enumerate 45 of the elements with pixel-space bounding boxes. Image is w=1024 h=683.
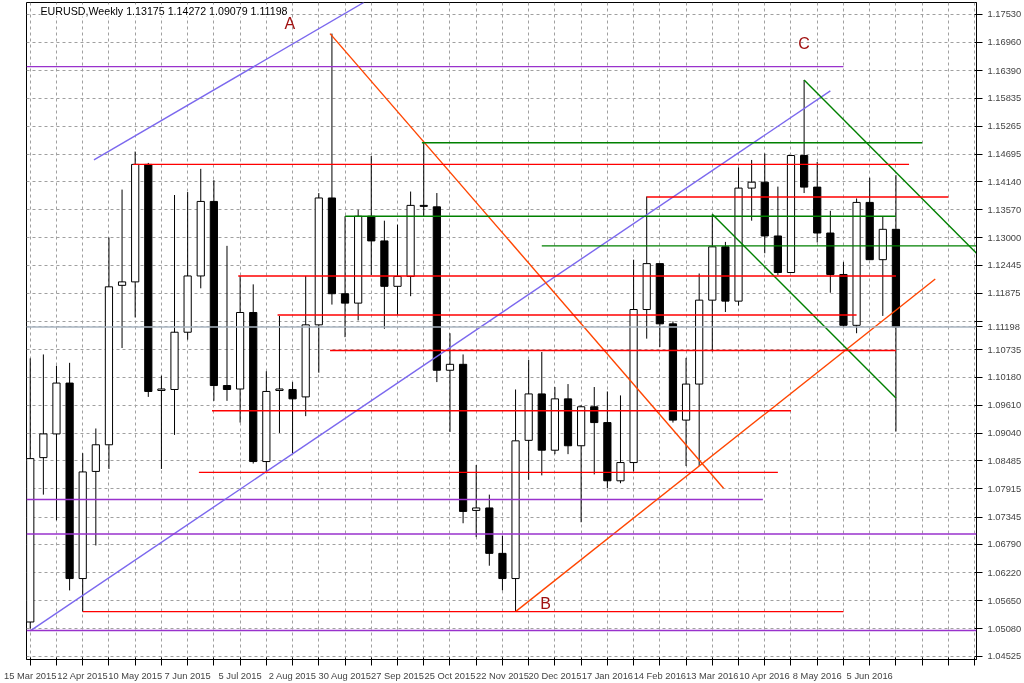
y-tick-label: 1.10180 — [987, 372, 1022, 383]
x-tick-label: 5 Jul 2015 — [218, 670, 262, 681]
y-tick-label: 1.05080 — [987, 623, 1022, 634]
y-tick-label: 1.06220 — [987, 567, 1022, 578]
y-tick-label: 1.06790 — [987, 539, 1022, 550]
y-tick-label: 1.11875 — [987, 288, 1021, 299]
y-tick-label: 1.04525 — [987, 651, 1022, 662]
x-tick-label: 25 Oct 2015 — [424, 670, 476, 681]
annotation: C — [798, 35, 810, 53]
x-tick-label: 27 Sep 2015 — [371, 670, 424, 681]
x-tick-label: 5 Jun 2016 — [846, 670, 893, 681]
x-tick-label: 12 Apr 2015 — [57, 670, 108, 681]
x-tick-label: 8 May 2016 — [792, 670, 842, 681]
y-tick-label: 1.15835 — [987, 93, 1022, 104]
x-tick-label: 7 Jun 2015 — [164, 670, 211, 681]
y-tick-label: 1.16390 — [987, 65, 1022, 76]
x-tick-label: 13 Mar 2016 — [686, 670, 739, 681]
y-tick-label: 1.15265 — [987, 121, 1022, 132]
y-tick-label: 1.12445 — [987, 260, 1022, 271]
x-tick-label: 22 Nov 2015 — [475, 670, 529, 681]
y-tick-label: 1.14140 — [987, 176, 1022, 187]
y-tick-label: 1.10735 — [987, 344, 1022, 355]
x-tick-label: 2 Aug 2015 — [268, 670, 316, 681]
y-tick-label: 1.13570 — [987, 204, 1022, 215]
x-tick-label: 15 Mar 2015 — [4, 670, 57, 681]
y-tick-label: 1.16960 — [987, 37, 1022, 48]
annotation: B — [540, 595, 551, 613]
y-tick-label: 1.14695 — [987, 149, 1022, 160]
annotation: A — [284, 15, 296, 33]
y-tick-label: 1.13000 — [987, 232, 1022, 243]
y-tick-label: 1.07915 — [987, 483, 1022, 494]
x-tick-label: 10 May 2015 — [108, 670, 163, 681]
chart-title: EURUSD,Weekly 1.13175 1.14272 1.09079 1.11198 — [40, 4, 288, 17]
ref-line-label: 1.11198 — [987, 321, 1020, 332]
y-tick-label: 1.09040 — [987, 428, 1022, 439]
x-tick-label: 14 Feb 2016 — [633, 670, 687, 681]
y-tick-label: 1.17530 — [987, 9, 1022, 20]
y-tick-label: 1.08485 — [987, 455, 1022, 466]
x-tick-label: 20 Dec 2015 — [528, 670, 582, 681]
y-tick-label: 1.09610 — [987, 400, 1022, 411]
y-tick-label: 1.07345 — [987, 512, 1022, 523]
x-tick-label: 17 Jan 2016 — [581, 670, 634, 681]
x-tick-label: 10 Apr 2016 — [739, 670, 790, 681]
x-tick-label: 30 Aug 2015 — [318, 670, 371, 681]
y-tick-label: 1.05650 — [987, 595, 1022, 606]
